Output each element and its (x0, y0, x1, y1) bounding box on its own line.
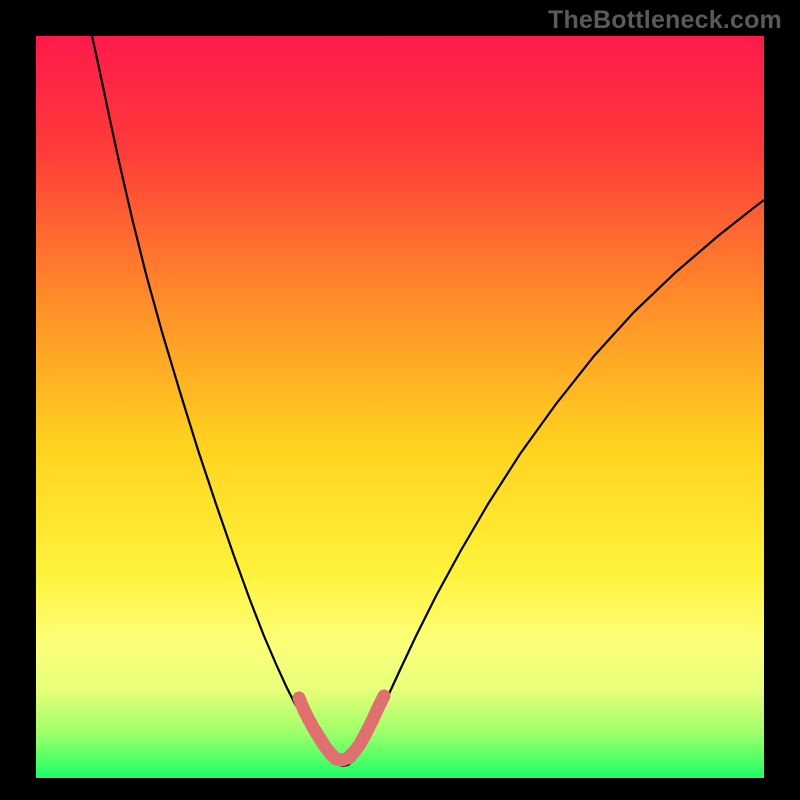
watermark-text: TheBottleneck.com (548, 6, 782, 35)
plot-svg (36, 36, 764, 778)
gradient-background (36, 36, 764, 778)
chart-frame: TheBottleneck.com (0, 0, 800, 800)
plot-area (36, 36, 764, 778)
